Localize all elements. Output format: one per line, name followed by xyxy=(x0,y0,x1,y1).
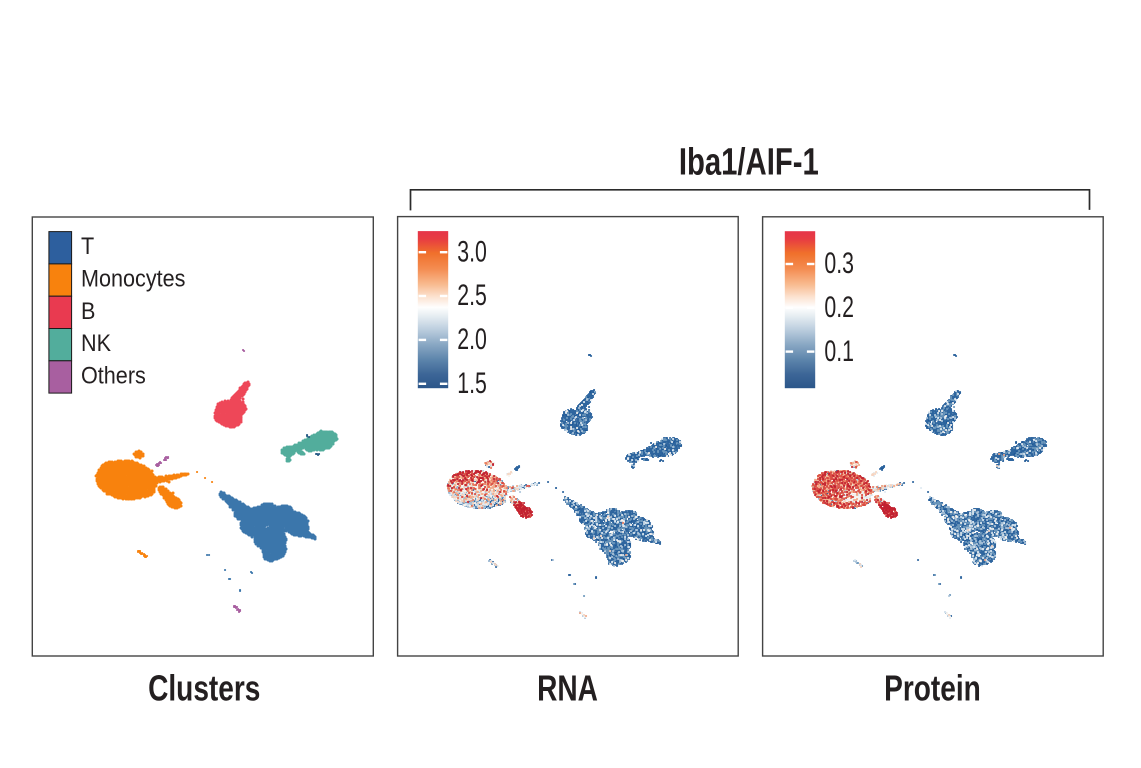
svg-text:RNA: RNA xyxy=(537,668,598,708)
svg-text:Iba1/AIF-1: Iba1/AIF-1 xyxy=(679,141,819,184)
svg-text:T: T xyxy=(81,232,94,259)
svg-text:0.2: 0.2 xyxy=(824,289,854,324)
svg-text:3.0: 3.0 xyxy=(457,234,487,269)
svg-text:Monocytes: Monocytes xyxy=(81,264,185,291)
svg-text:1.5: 1.5 xyxy=(457,365,487,400)
svg-text:Others: Others xyxy=(81,361,146,388)
svg-text:2.0: 2.0 xyxy=(457,321,487,356)
svg-text:B: B xyxy=(81,297,95,324)
svg-text:0.3: 0.3 xyxy=(824,246,854,281)
svg-text:NK: NK xyxy=(81,329,111,356)
svg-text:0.1: 0.1 xyxy=(824,333,854,368)
svg-text:Protein: Protein xyxy=(884,668,981,708)
svg-text:2.5: 2.5 xyxy=(457,278,487,313)
svg-text:Clusters: Clusters xyxy=(148,668,260,708)
